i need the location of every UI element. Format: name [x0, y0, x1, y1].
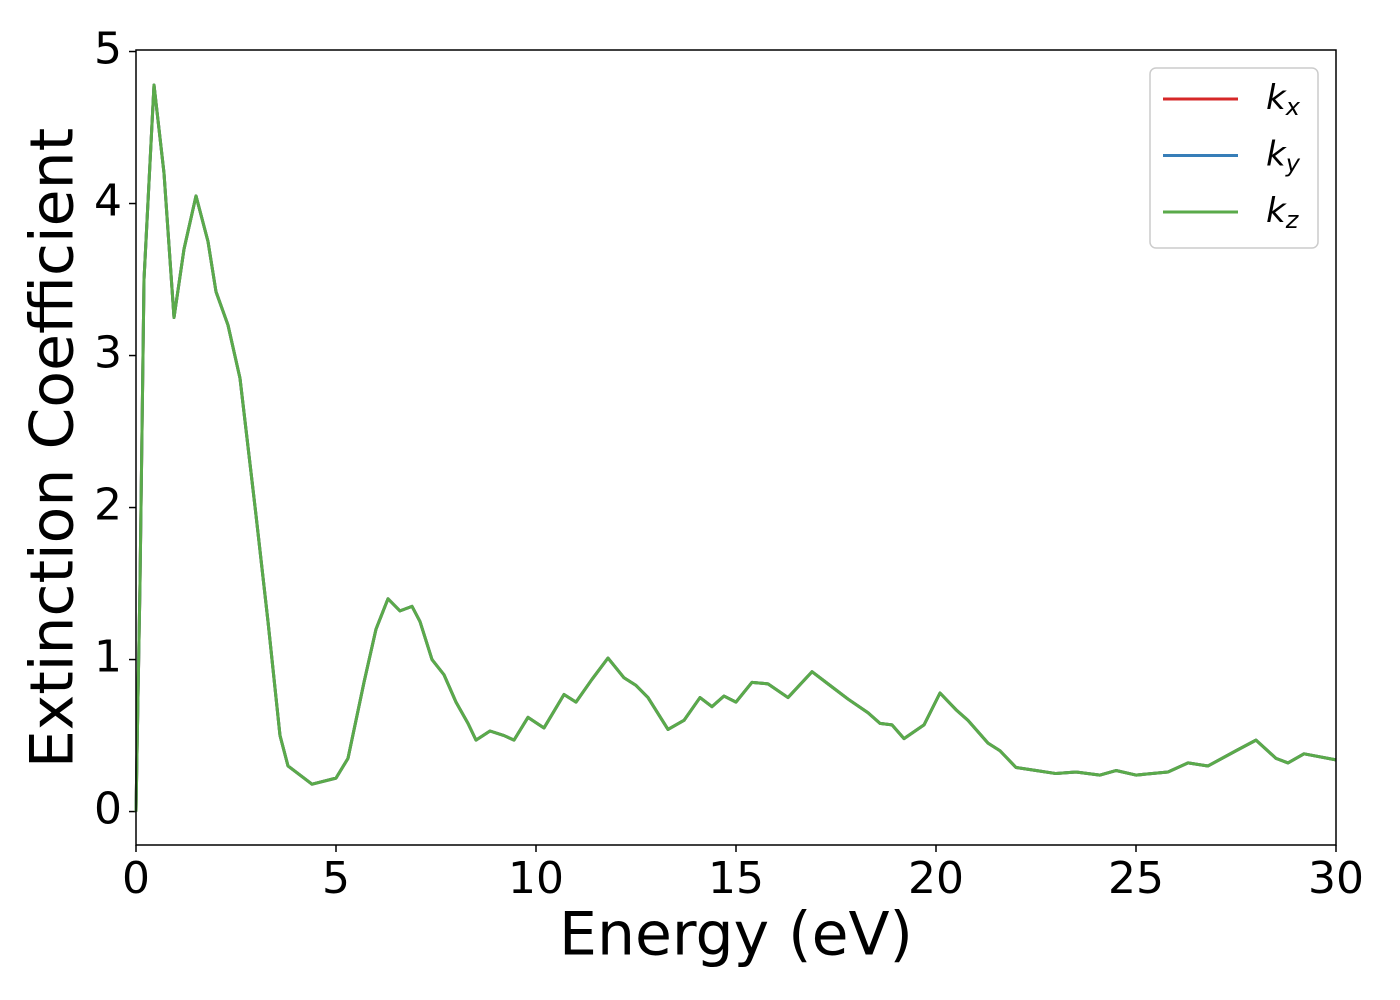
- y-tick-label: 1: [94, 632, 122, 683]
- legend-label: kx: [1266, 78, 1301, 122]
- x-tick-label: 5: [322, 853, 350, 904]
- x-tick-label: 20: [908, 853, 964, 904]
- y-tick-label: 4: [94, 176, 122, 227]
- x-tick-label: 25: [1108, 853, 1164, 904]
- y-tick-label: 2: [94, 480, 122, 531]
- x-tick-label: 30: [1308, 853, 1364, 904]
- y-axis-label: Extinction Coefficient: [18, 128, 88, 768]
- x-tick-label: 0: [122, 853, 150, 904]
- legend-label: ky: [1266, 134, 1301, 178]
- y-tick-label: 0: [94, 784, 122, 835]
- legend-box: [1149, 67, 1319, 249]
- line: [134, 83, 1337, 812]
- y-tick-label: 3: [94, 328, 122, 379]
- x-tick-label: 10: [508, 853, 564, 904]
- x-axis-label: Energy (eV): [559, 900, 913, 970]
- plot-frame: [135, 49, 1337, 846]
- x-tick-label: 15: [708, 853, 764, 904]
- y-tick-label: 5: [94, 24, 122, 75]
- legend-label: kz: [1266, 191, 1300, 235]
